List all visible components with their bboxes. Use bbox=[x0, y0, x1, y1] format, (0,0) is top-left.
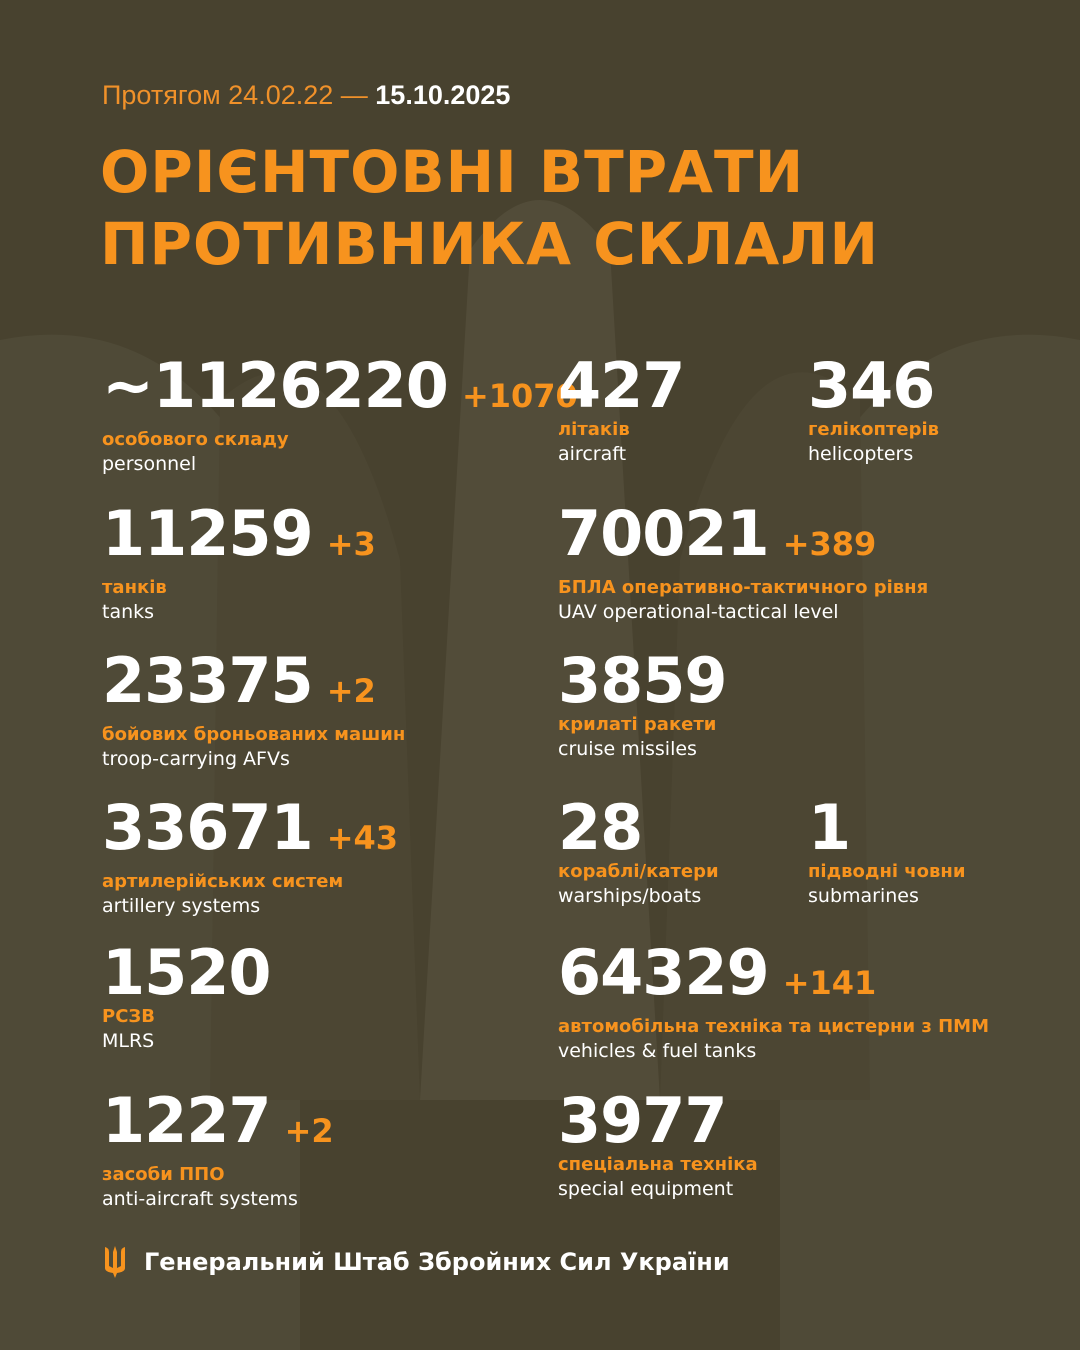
title-line-1: ОРІЄНТОВНІ ВТРАТИ bbox=[100, 138, 805, 206]
footer: Генеральний Штаб Збройних Сил України bbox=[102, 1246, 730, 1278]
label-en: anti-aircraft systems bbox=[102, 1188, 298, 1210]
stat-aircraft: 427 літаків aircraft bbox=[558, 355, 685, 467]
value: 346 bbox=[808, 349, 935, 422]
label-ua: БПЛА оперативно-тактичного рівня bbox=[558, 577, 929, 598]
stat-helicopters: 346 гелікоптерів helicopters bbox=[808, 355, 939, 467]
label-en: vehicles & fuel tanks bbox=[558, 1040, 757, 1062]
stat-cruise-missiles: 3859 крилаті ракети cruise missiles bbox=[558, 650, 728, 762]
daily-delta: +389 bbox=[782, 525, 877, 563]
label-ua: бойових броньованих машин bbox=[102, 724, 406, 745]
value: 33671 bbox=[102, 791, 314, 864]
stat-artillery-systems: 33671 +43 артилерійських систем artillery… bbox=[102, 797, 398, 919]
stat-anti-aircraft-systems: 1227 +2 засоби ППО anti-aircraft systems bbox=[102, 1090, 334, 1212]
stat-value: ~1126220 +1070 bbox=[102, 355, 578, 427]
label-ua: РСЗВ bbox=[102, 1006, 155, 1027]
stat-value: 3977 bbox=[558, 1090, 758, 1152]
label-en: MLRS bbox=[102, 1030, 155, 1052]
daily-delta: +43 bbox=[326, 819, 399, 857]
label-en: submarines bbox=[808, 885, 919, 907]
label-en: cruise missiles bbox=[558, 738, 697, 760]
label-ua: крилаті ракети bbox=[558, 714, 717, 735]
label-ua: кораблі/катери bbox=[558, 861, 719, 882]
label-en: personnel bbox=[102, 453, 197, 475]
label-en: warships/boats bbox=[558, 885, 702, 907]
stat-value: 346 bbox=[808, 355, 939, 417]
daily-delta: +1070 bbox=[461, 377, 578, 415]
value: ~1126220 bbox=[102, 349, 449, 422]
stat-value: 11259 +3 bbox=[102, 503, 376, 575]
stat-troop-carrying-afvs: 23375 +2 бойових броньованих машин troop-… bbox=[102, 650, 405, 772]
label-en: tanks bbox=[102, 601, 155, 623]
page-title: ОРІЄНТОВНІ ВТРАТИ ПРОТИВНИКА СКЛАЛИ bbox=[100, 136, 879, 280]
stat-value: 1520 bbox=[102, 942, 272, 1004]
label-en: helicopters bbox=[808, 443, 914, 465]
label-en: troop-carrying AFVs bbox=[102, 748, 290, 770]
stat-value: 427 bbox=[558, 355, 685, 417]
value: 1 bbox=[808, 791, 851, 864]
label-ua: танків bbox=[102, 577, 167, 598]
stat-value: 70021 +389 bbox=[558, 503, 928, 575]
period: Протягом 24.02.22 — 15.10.2025 bbox=[102, 80, 510, 111]
daily-delta: +141 bbox=[782, 964, 877, 1002]
label-en: UAV operational-tactical level bbox=[558, 601, 839, 623]
value: 3859 bbox=[558, 644, 728, 717]
stat-mlrs: 1520 РСЗВ MLRS bbox=[102, 942, 272, 1054]
stat-special-equipment: 3977 спеціальна техніка special equipmen… bbox=[558, 1090, 758, 1202]
stat-uav-operational-tactical-level: 70021 +389 БПЛА оперативно-тактичного рів… bbox=[558, 503, 928, 625]
value: 23375 bbox=[102, 644, 314, 717]
value: 1227 bbox=[102, 1084, 272, 1157]
label-ua: засоби ППО bbox=[102, 1164, 225, 1185]
label-ua: спеціальна техніка bbox=[558, 1154, 758, 1175]
stat-value: 1227 +2 bbox=[102, 1090, 334, 1162]
daily-delta: +3 bbox=[326, 525, 376, 563]
label-en: special equipment bbox=[558, 1178, 734, 1200]
value: 28 bbox=[558, 791, 643, 864]
stat-warships-boats: 28 кораблі/катери warships/boats bbox=[558, 797, 719, 909]
value: 427 bbox=[558, 349, 685, 422]
period-end: 15.10.2025 bbox=[375, 80, 511, 110]
label-ua: артилерійських систем bbox=[102, 871, 344, 892]
stat-value: 1 bbox=[808, 797, 965, 859]
value: 11259 bbox=[102, 497, 314, 570]
value: 3977 bbox=[558, 1084, 728, 1157]
stat-value: 23375 +2 bbox=[102, 650, 405, 722]
label-en: artillery systems bbox=[102, 895, 261, 917]
period-start: Протягом 24.02.22 — bbox=[102, 80, 376, 110]
value: 70021 bbox=[558, 497, 770, 570]
stat-vehicles-fuel-tanks: 64329 +141 автомобільна техніка та цистер… bbox=[558, 942, 989, 1064]
stat-value: 3859 bbox=[558, 650, 728, 712]
stat-personnel: ~1126220 +1070 особового складу personnel bbox=[102, 355, 578, 477]
title-line-2: ПРОТИВНИКА СКЛАЛИ bbox=[100, 210, 879, 278]
daily-delta: +2 bbox=[326, 672, 376, 710]
label-ua: автомобільна техніка та цистерни з ПММ bbox=[558, 1016, 989, 1037]
value: 64329 bbox=[558, 936, 770, 1009]
trident-icon bbox=[105, 1246, 125, 1278]
label-en: aircraft bbox=[558, 443, 627, 465]
label-ua: гелікоптерів bbox=[808, 419, 940, 440]
stat-submarines: 1 підводні човни submarines bbox=[808, 797, 965, 909]
label-ua: літаків bbox=[558, 419, 630, 440]
stat-value: 64329 +141 bbox=[558, 942, 989, 1014]
label-ua: підводні човни bbox=[808, 861, 966, 882]
value: 1520 bbox=[102, 936, 272, 1009]
footer-text: Генеральний Штаб Збройних Сил України bbox=[144, 1248, 730, 1276]
label-ua: особового складу bbox=[102, 429, 289, 450]
daily-delta: +2 bbox=[284, 1112, 334, 1150]
stat-value: 28 bbox=[558, 797, 719, 859]
stat-tanks: 11259 +3 танків tanks bbox=[102, 503, 376, 625]
stat-value: 33671 +43 bbox=[102, 797, 398, 869]
